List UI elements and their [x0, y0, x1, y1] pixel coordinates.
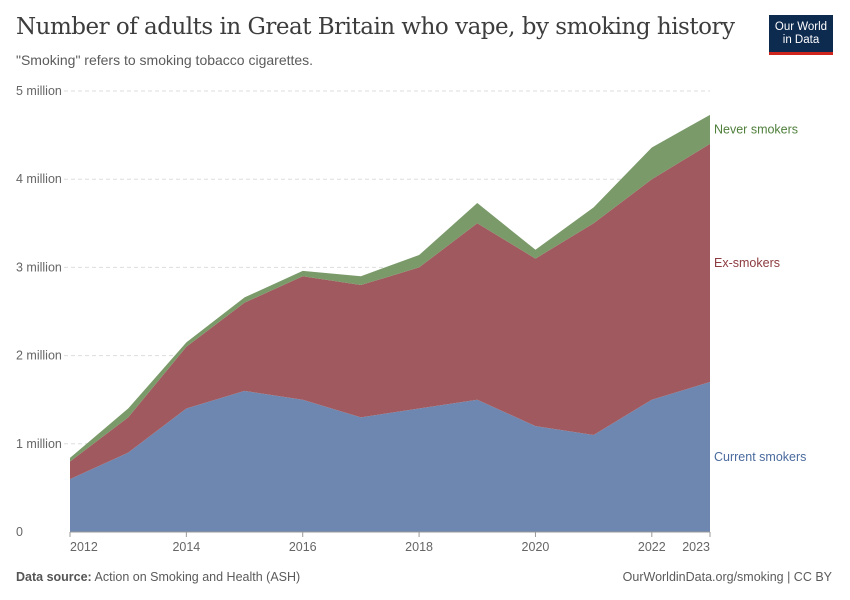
x-tick-label: 2023 [682, 540, 710, 554]
y-tick-label: 4 million [16, 172, 62, 186]
y-tick-label: 1 million [16, 437, 62, 451]
data-source-label: Data source: [16, 570, 92, 584]
chart-subtitle: "Smoking" refers to smoking tobacco ciga… [16, 52, 314, 68]
chart-title: Number of adults in Great Britain who va… [16, 14, 735, 40]
x-tick-label: 2020 [522, 540, 550, 554]
y-tick-label: 2 million [16, 349, 62, 363]
x-tick-label: 2016 [289, 540, 317, 554]
credit-link[interactable]: OurWorldinData.org/smoking | CC BY [622, 570, 832, 584]
data-source-text[interactable]: Action on Smoking and Health (ASH) [94, 570, 301, 584]
y-tick-label: 0 [16, 525, 23, 539]
legend-label: Current smokers [714, 450, 806, 464]
owid-logo[interactable]: Our World in Data [769, 15, 833, 55]
area-ex-smokers [70, 143, 710, 480]
x-tick-label: 2018 [405, 540, 433, 554]
legend-label: Never smokers [714, 122, 798, 136]
y-tick-label: 5 million [16, 84, 62, 98]
x-tick-label: 2012 [70, 540, 98, 554]
data-source: Data source: Action on Smoking and Healt… [16, 570, 300, 584]
x-tick-label: 2014 [172, 540, 200, 554]
x-tick-label: 2022 [638, 540, 666, 554]
area-current-smokers [70, 382, 710, 532]
legend-label: Ex-smokers [714, 256, 780, 270]
y-tick-label: 3 million [16, 260, 62, 274]
logo-text: Our World in Data [774, 20, 828, 46]
